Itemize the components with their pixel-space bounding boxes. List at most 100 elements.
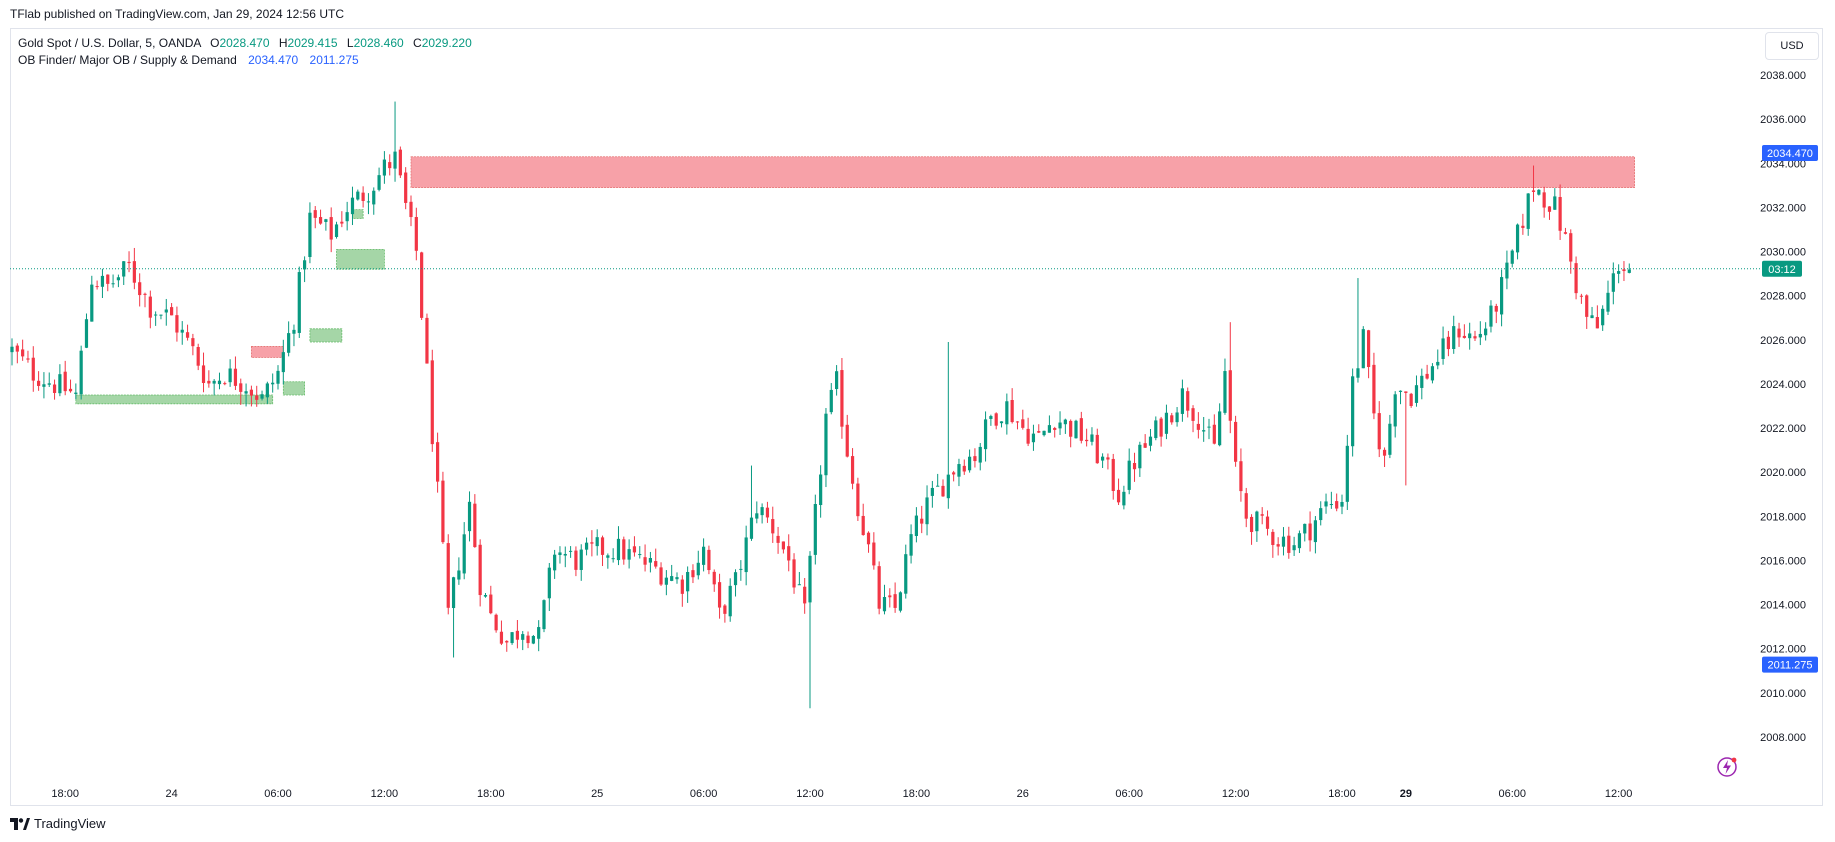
candle-body	[366, 201, 371, 203]
candle-body	[1510, 250, 1514, 264]
candle-body	[15, 345, 19, 352]
candle-body	[542, 600, 546, 630]
candle-body	[925, 497, 929, 525]
demand-zone	[75, 394, 274, 405]
high-label: H	[278, 36, 288, 50]
candle-body	[898, 592, 903, 611]
candle-body	[941, 485, 945, 497]
candle-body	[1021, 419, 1025, 428]
candle-body	[792, 559, 796, 588]
candle-body	[58, 374, 62, 394]
candle-body	[382, 159, 386, 176]
candle-body	[276, 370, 280, 384]
candle-body	[164, 309, 168, 313]
candle-body	[553, 554, 557, 571]
close-label: C	[413, 36, 422, 50]
candle-body	[999, 421, 1004, 424]
footer-brand[interactable]: TradingView	[10, 816, 106, 831]
candle-body	[505, 640, 509, 643]
candle-body	[1542, 192, 1546, 208]
candle-body	[1457, 328, 1461, 338]
candle-body	[127, 261, 131, 264]
candle-body	[760, 507, 764, 516]
time-tick-label: 06:00	[1115, 788, 1143, 800]
candle-body	[1558, 196, 1562, 231]
price-tick-label: 2030.000	[1760, 247, 1806, 259]
candle-body	[813, 504, 817, 555]
candle-body	[590, 542, 594, 544]
candle-body	[191, 338, 195, 347]
candle-body	[409, 201, 413, 218]
candle-body	[744, 537, 748, 573]
candle-body	[334, 224, 339, 237]
candle-body	[467, 501, 472, 532]
candle-body	[446, 543, 450, 608]
candle-body	[962, 465, 966, 472]
candle-body	[1617, 271, 1621, 274]
candle-body	[1085, 439, 1089, 442]
candle-body	[21, 349, 25, 357]
candle-body	[845, 424, 849, 457]
candle-body	[1015, 421, 1020, 423]
candle-body	[499, 631, 504, 644]
candle-body	[946, 474, 950, 499]
candle-body	[1265, 516, 1270, 529]
candle-body	[1430, 366, 1435, 381]
currency-button[interactable]: USD	[1765, 32, 1819, 60]
candle-body	[707, 549, 711, 571]
candle-body	[31, 357, 35, 381]
candles	[10, 101, 1631, 709]
candle-body	[1398, 390, 1403, 392]
candle-body	[1436, 361, 1440, 366]
candle-body	[1595, 317, 1599, 329]
candle-body	[1218, 411, 1222, 446]
candle-body	[1547, 206, 1552, 212]
candle-body	[42, 384, 46, 387]
candle-body	[569, 550, 573, 552]
candle-body	[1335, 501, 1339, 509]
candle-body	[292, 329, 296, 334]
candle-body	[281, 352, 285, 373]
candle-body	[345, 212, 349, 222]
candle-body	[787, 546, 791, 561]
legend-symbol-row: Gold Spot / U.S. Dollar, 5, OANDA O2028.…	[18, 35, 472, 52]
candle-body	[1202, 430, 1206, 432]
candle-body	[1388, 423, 1392, 455]
candle-body	[1138, 444, 1142, 469]
candle-body	[1069, 420, 1073, 437]
candle-body	[111, 283, 115, 285]
candle-body	[1239, 461, 1243, 492]
price-tick-label: 2038.000	[1760, 70, 1806, 82]
time-tick-label: 18:00	[1328, 788, 1356, 800]
candle-body	[686, 571, 690, 592]
lightning-icon[interactable]	[1716, 756, 1738, 778]
candle-body	[324, 219, 328, 222]
indicator-title[interactable]: OB Finder/ Major OB / Supply & Demand	[18, 53, 237, 67]
footer-brand-label: TradingView	[34, 816, 106, 831]
candle-body	[414, 217, 418, 251]
candle-body	[308, 212, 312, 258]
candle-body	[537, 627, 541, 639]
candle-body	[52, 384, 57, 393]
candle-body	[680, 579, 684, 594]
low-value: 2028.460	[353, 36, 404, 50]
candle-body	[989, 416, 993, 419]
candle-body	[154, 314, 158, 316]
candle-body	[1425, 373, 1429, 379]
level-tag	[1762, 144, 1818, 161]
candle-body	[1313, 520, 1317, 543]
candle-body	[1234, 421, 1238, 462]
candle-body	[904, 554, 908, 594]
candle-body	[1196, 423, 1200, 430]
candle-body	[217, 380, 222, 385]
candle-body	[808, 555, 812, 603]
candle-body	[1627, 269, 1631, 273]
candle-body	[255, 395, 259, 400]
candle-body	[170, 307, 174, 316]
candle-body	[1164, 412, 1169, 434]
candle-body	[1101, 456, 1105, 461]
candle-body	[1579, 295, 1583, 297]
candle-body	[1132, 462, 1137, 470]
price-tags: 03:12 2034.470 2011.275	[10, 144, 1818, 673]
